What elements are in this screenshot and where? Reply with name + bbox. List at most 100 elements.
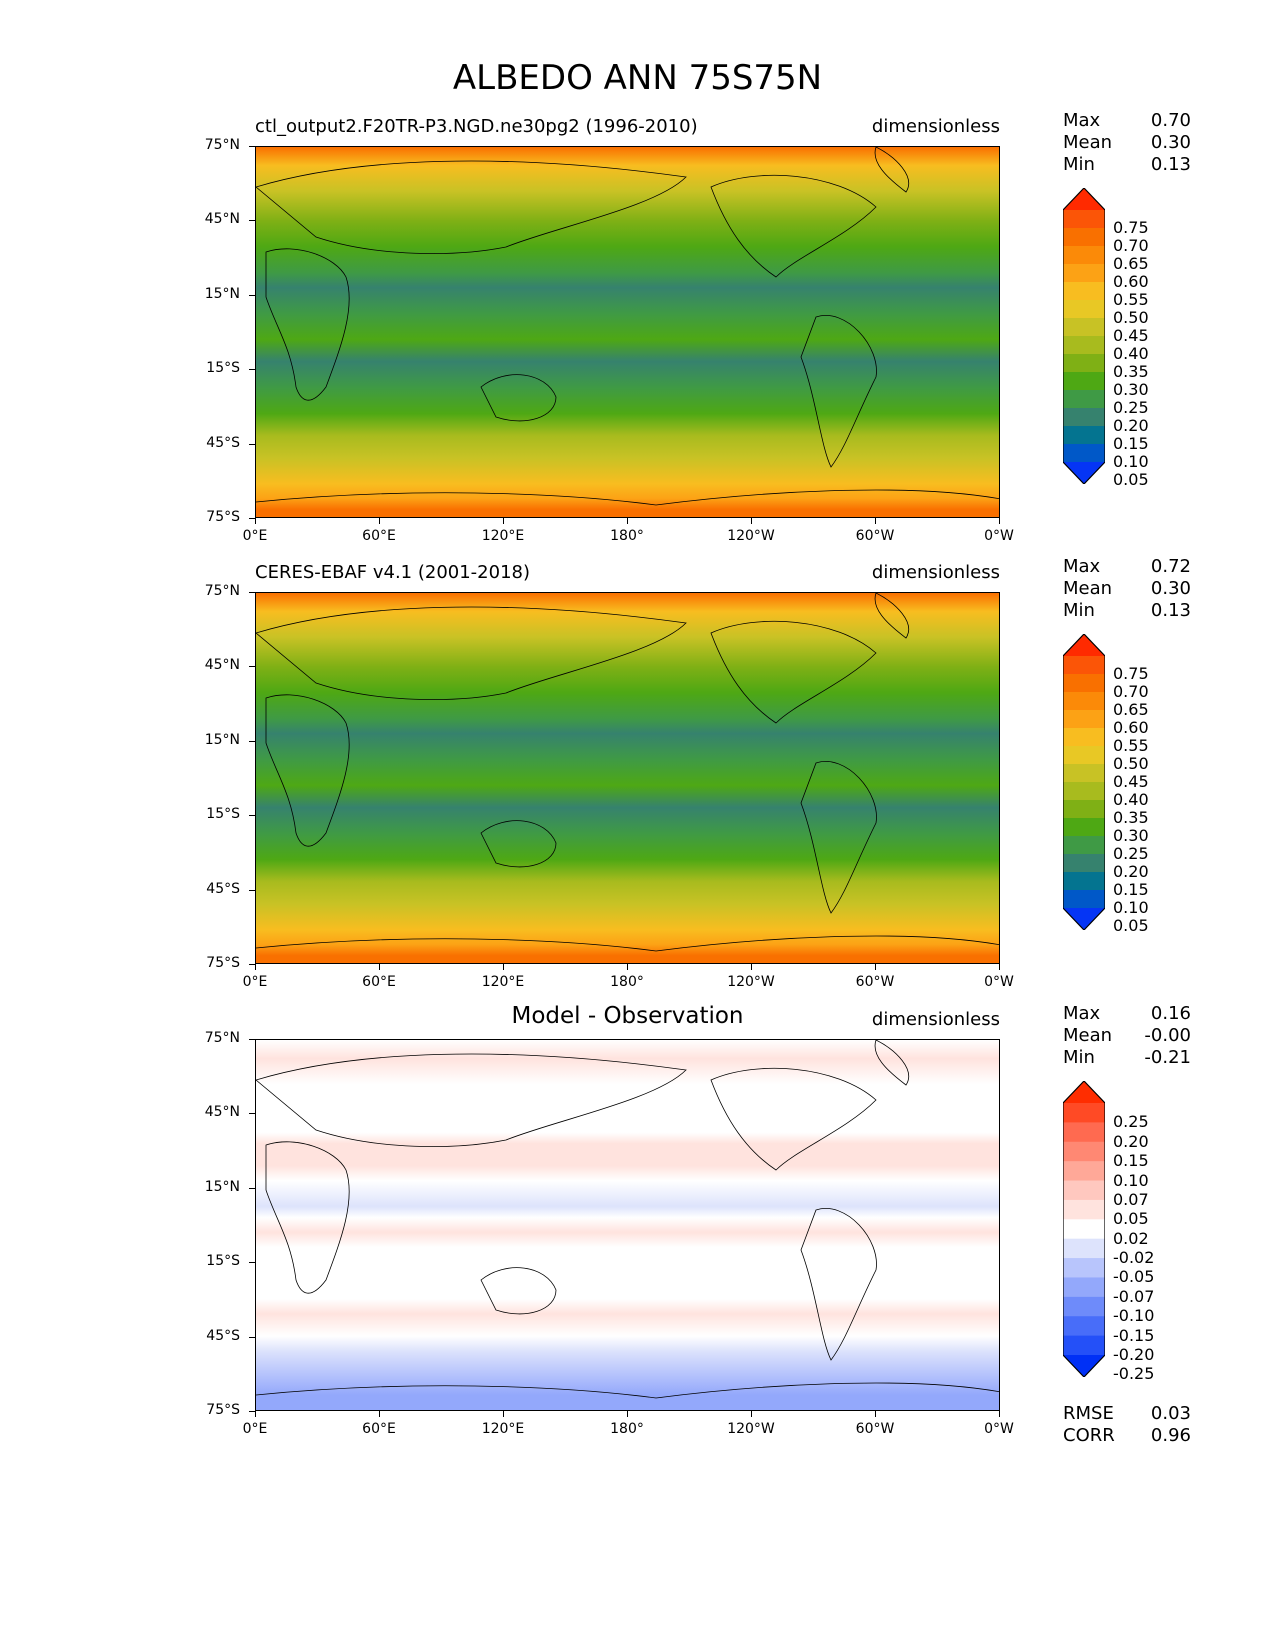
x-tick-label: 180° xyxy=(610,528,644,544)
colorbar-tick-label: 0.50 xyxy=(1113,308,1149,327)
colorbar-tick-label: 0.75 xyxy=(1113,664,1149,683)
y-tick-label: 75°S xyxy=(206,1402,240,1418)
colorbar-segment xyxy=(1063,764,1105,783)
colorbar-tick-label: 0.02 xyxy=(1113,1228,1149,1248)
metric-value: 0.03 xyxy=(1150,1403,1191,1424)
colorbar-tick-label: 0.25 xyxy=(1113,398,1149,417)
y-tick-label: 15°N xyxy=(204,285,240,302)
y-tick xyxy=(249,1113,255,1115)
x-tick-label: 120°W xyxy=(727,1421,775,1437)
colorbar-tick-label: 0.07 xyxy=(1113,1189,1149,1209)
metric-value: 0.96 xyxy=(1150,1425,1191,1446)
stat-value: 0.13 xyxy=(1150,154,1191,175)
stat-label: Max xyxy=(1063,1003,1101,1024)
colorbar-tick-label: -0.02 xyxy=(1113,1248,1155,1268)
colorbar-extend-max xyxy=(1063,634,1105,656)
colorbar-segment xyxy=(1063,1199,1105,1220)
y-tick xyxy=(249,666,255,668)
colorbar-segment xyxy=(1063,228,1105,247)
colorbar-segment xyxy=(1063,728,1105,747)
y-tick xyxy=(249,1336,255,1338)
colorbar-segment xyxy=(1063,408,1105,427)
colorbar-segment xyxy=(1063,210,1105,229)
stat-label: Min xyxy=(1063,154,1095,175)
metric-label: RMSE xyxy=(1063,1403,1114,1424)
x-tick-label: 180° xyxy=(610,1421,644,1437)
x-tick xyxy=(627,518,628,524)
colorbar-tick-label: 0.05 xyxy=(1113,470,1149,489)
x-tick-label: 60°E xyxy=(362,1421,396,1437)
colorbar-segment xyxy=(1063,318,1105,337)
map-panel-3: Model - Observation dimensionless 75°N 45°… xyxy=(0,1003,1275,1479)
y-tick xyxy=(249,1039,255,1040)
y-tick-label: 75°N xyxy=(204,583,240,599)
colorbar-segment xyxy=(1063,354,1105,373)
colorbar-tick-label: 0.50 xyxy=(1113,754,1149,773)
colorbar-tick-label: 0.55 xyxy=(1113,290,1149,309)
colorbar-tick-label: 0.55 xyxy=(1113,736,1149,755)
colorbar-tick-label: 0.65 xyxy=(1113,254,1149,273)
stat-label: Max xyxy=(1063,556,1101,577)
colorbar-tick-label: 0.35 xyxy=(1113,362,1149,381)
stats-box: Max 0.16 Mean -0.00 Min -0.21 xyxy=(1063,1003,1191,1069)
colorbar-extend-max xyxy=(1063,1081,1105,1103)
colorbar-segment xyxy=(1063,746,1105,765)
colorbar-segment xyxy=(1063,1141,1105,1162)
map-plot xyxy=(255,592,1000,964)
x-tick xyxy=(379,1411,380,1417)
colorbar-extend-max xyxy=(1063,188,1105,210)
y-tick xyxy=(249,592,255,593)
colorbar-tick-label: 0.75 xyxy=(1113,218,1149,237)
colorbar-tick-label: 0.70 xyxy=(1113,682,1149,701)
x-tick xyxy=(379,964,380,970)
x-tick-label: 60°W xyxy=(855,974,895,990)
stat-value: 0.16 xyxy=(1150,1003,1191,1024)
x-tick-label: 0°W xyxy=(984,1421,1014,1437)
stats-box: Max 0.70 Mean 0.30 Min 0.13 xyxy=(1063,110,1191,176)
colorbar-tick-label: 0.65 xyxy=(1113,700,1149,719)
colorbar-segment xyxy=(1063,390,1105,409)
colorbar-tick-label: 0.30 xyxy=(1113,380,1149,399)
colorbar-tick-label: 0.15 xyxy=(1113,880,1149,899)
x-tick-label: 120°W xyxy=(727,528,775,544)
colorbar-segment xyxy=(1063,818,1105,837)
x-tick-label: 60°W xyxy=(855,528,895,544)
colorbar-tick-label: -0.05 xyxy=(1113,1267,1155,1287)
x-tick-label: 0°E xyxy=(242,1421,268,1437)
colorbar-segment xyxy=(1063,1103,1105,1123)
colorbar-segment xyxy=(1063,692,1105,711)
x-tick-label: 0°W xyxy=(984,528,1014,544)
y-tick xyxy=(249,518,255,519)
x-tick xyxy=(875,964,876,970)
figure-title: ALBEDO ANN 75S75N xyxy=(452,58,823,98)
stat-label: Max xyxy=(1063,110,1101,131)
colorbar-segment xyxy=(1063,1161,1105,1182)
colorbar-tick-label: -0.20 xyxy=(1113,1345,1155,1364)
y-tick xyxy=(249,1411,255,1412)
colorbar-tick-label: 0.15 xyxy=(1113,434,1149,453)
x-tick xyxy=(999,964,1000,970)
map-plot xyxy=(255,146,1000,518)
x-tick xyxy=(751,1411,752,1417)
colorbar-segment xyxy=(1063,872,1105,891)
colorbar-segment xyxy=(1063,1296,1105,1317)
colorbar-extend-min xyxy=(1063,462,1105,484)
colorbar-segment xyxy=(1063,1180,1105,1201)
colorbar-segment xyxy=(1063,782,1105,801)
y-tick xyxy=(249,443,255,445)
colorbar-tick-label: 0.30 xyxy=(1113,826,1149,845)
colorbar-tick-label: 0.15 xyxy=(1113,1151,1149,1171)
x-tick xyxy=(627,964,628,970)
x-tick xyxy=(999,518,1000,524)
colorbar-tick-label: 0.05 xyxy=(1113,916,1149,935)
x-tick xyxy=(751,518,752,524)
colorbar-extend-min xyxy=(1063,1355,1105,1377)
colorbar-segment xyxy=(1063,1316,1105,1337)
stat-label: Min xyxy=(1063,1047,1095,1068)
stat-value: 0.30 xyxy=(1150,132,1191,153)
y-tick xyxy=(249,1262,255,1264)
y-tick-label: 45°S xyxy=(206,1327,240,1344)
y-tick-label: 45°S xyxy=(206,880,240,897)
x-tick-label: 60°E xyxy=(362,528,396,544)
x-tick xyxy=(751,964,752,970)
